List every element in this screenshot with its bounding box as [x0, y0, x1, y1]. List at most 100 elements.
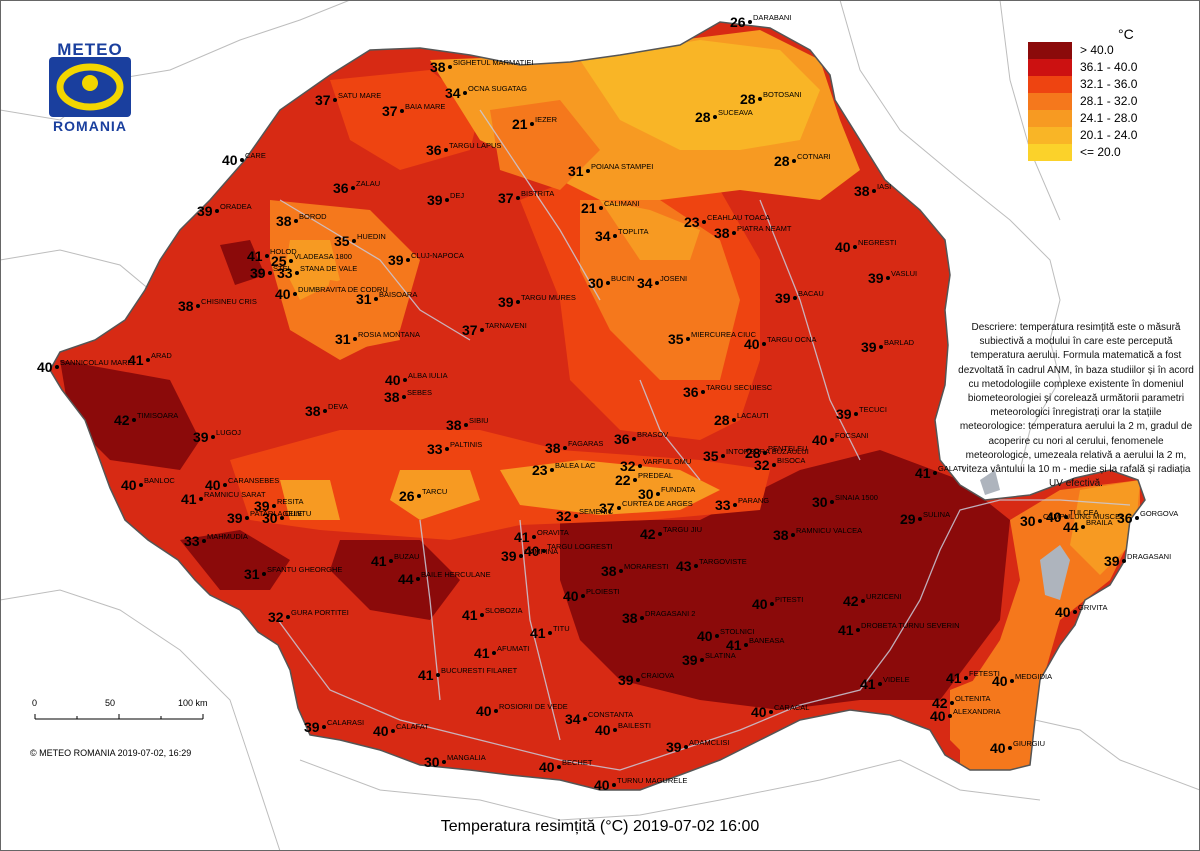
station-name: STOLNICI [720, 627, 754, 636]
station-name: SFANTU GHEORGHE [267, 565, 342, 574]
station-value: 41 [418, 667, 434, 683]
station-dot [293, 292, 297, 296]
station-name: TITU [553, 624, 570, 633]
station-dot [530, 122, 534, 126]
station-value: 32 [556, 508, 572, 524]
station-marker: 28 LACAUTI [714, 411, 769, 428]
scale-label-50: 50 [105, 698, 116, 708]
station-name: SLATINA [705, 651, 736, 660]
station-marker: 40 STOLNICI [697, 627, 754, 644]
legend-swatch [1028, 42, 1072, 59]
station-dot [391, 729, 395, 733]
station-value: 39 [388, 252, 404, 268]
station-marker: 38 SIBIU [446, 416, 489, 433]
station-marker: 40 GRIVITA [1055, 603, 1107, 620]
legend-row: <= 20.0 [1028, 144, 1178, 161]
station-name: GIURGIU [1013, 739, 1045, 748]
station-value: 26 [399, 488, 415, 504]
station-value: 40 [990, 740, 1006, 756]
station-marker: 34 TOPLITA [595, 227, 649, 244]
station-value: 38 [714, 225, 730, 241]
station-dot [557, 765, 561, 769]
station-dot [684, 745, 688, 749]
station-dot [1038, 519, 1042, 523]
station-name: PREDEAL [638, 471, 673, 480]
station-name: TULCEA [1069, 508, 1099, 517]
station-dot [769, 710, 773, 714]
station-marker: 39 DEJ [427, 191, 464, 208]
station-dot [403, 378, 407, 382]
station-marker: 32 GURA PORTITEI [268, 608, 349, 625]
station-marker: 40 PITESTI [752, 595, 803, 612]
station-dot [633, 478, 637, 482]
legend-row: > 40.0 [1028, 42, 1178, 59]
legend-swatch [1028, 127, 1072, 144]
station-value: 41 [181, 491, 197, 507]
station-value: 28 [774, 153, 790, 169]
station-marker: 42 TIMISOARA [114, 411, 178, 428]
station-dot [872, 189, 876, 193]
station-marker: 38 RAMNICU VALCEA [773, 526, 862, 543]
station-value: 40 [594, 777, 610, 793]
station-marker: 36 ZALAU [333, 179, 380, 196]
station-name: TARGU LAPUS [449, 141, 501, 150]
station-marker: 39 BARLAD [861, 338, 915, 355]
station-marker: 39 BACAU [775, 289, 824, 306]
station-name: ALBA IULIA [408, 371, 448, 380]
station-name: DEJ [450, 191, 464, 200]
station-name: FUNDATA [661, 485, 695, 494]
station-marker: 38 FAGARAS [545, 439, 603, 456]
station-name: HOLOD [270, 247, 297, 256]
station-marker: 40 TARGU OCNA [744, 335, 816, 352]
station-marker: 23 BALEA LAC [532, 461, 596, 478]
station-marker: 39 ORADEA [197, 202, 252, 219]
legend-label: > 40.0 [1080, 43, 1114, 57]
station-dot [638, 464, 642, 468]
station-marker: 35 INTORSURA BUZAULUI [703, 447, 809, 464]
station-value: 40 [476, 703, 492, 719]
station-dot [1010, 679, 1014, 683]
legend-label: 36.1 - 40.0 [1080, 60, 1138, 74]
copyright: © METEO ROMANIA 2019-07-02, 16:29 [30, 748, 192, 758]
station-name: TARGU LOGRESTI [547, 542, 613, 551]
station-marker: 39 DRAGASANI [1104, 552, 1171, 569]
station-dot [351, 186, 355, 190]
station-marker: 30 BUCIN [588, 274, 634, 291]
station-value: 40 [992, 673, 1008, 689]
station-dot [763, 451, 767, 455]
station-marker: 32 VARFUL OMU [620, 457, 691, 474]
station-name: STANA DE VALE [300, 264, 357, 273]
station-marker: 41 ORAVITA [514, 528, 569, 545]
station-value: 36 [333, 180, 349, 196]
station-name: BAILE HERCULANE [421, 570, 491, 579]
station-dot [532, 535, 536, 539]
station-name: BRAILA [1086, 518, 1113, 527]
station-name: BANLOC [144, 476, 175, 485]
legend-row: 20.1 - 24.0 [1028, 127, 1178, 144]
station-name: RAMNICU VALCEA [796, 526, 862, 535]
station-value: 41 [474, 645, 490, 661]
station-value: 43 [676, 558, 692, 574]
legend-swatch [1028, 144, 1072, 161]
station-name: CRAIOVA [641, 671, 674, 680]
station-value: 32 [620, 458, 636, 474]
station-dot [55, 365, 59, 369]
station-dot [686, 337, 690, 341]
station-name: RAMNICU SARAT [204, 490, 266, 499]
station-value: 38 [622, 610, 638, 626]
station-dot [574, 514, 578, 518]
station-dot [586, 169, 590, 173]
station-dot [295, 271, 299, 275]
station-name: CEAHLAU TOACA [707, 213, 770, 222]
station-name: MEDGIDIA [1015, 672, 1052, 681]
station-value: 41 [860, 676, 876, 692]
station-marker: 40 NEGRESTI [835, 238, 896, 255]
station-marker: 38 DRAGASANI 2 [622, 609, 695, 626]
station-value: 40 [222, 152, 238, 168]
station-dot [550, 468, 554, 472]
meteo-romania-logo: METEO ROMANIA [40, 38, 140, 138]
station-name: SATU MARE [338, 91, 381, 100]
station-value: 30 [588, 275, 604, 291]
station-marker: 25 VLADEASA 1800 [271, 252, 352, 269]
station-name: CHISINEU CRIS [201, 297, 257, 306]
